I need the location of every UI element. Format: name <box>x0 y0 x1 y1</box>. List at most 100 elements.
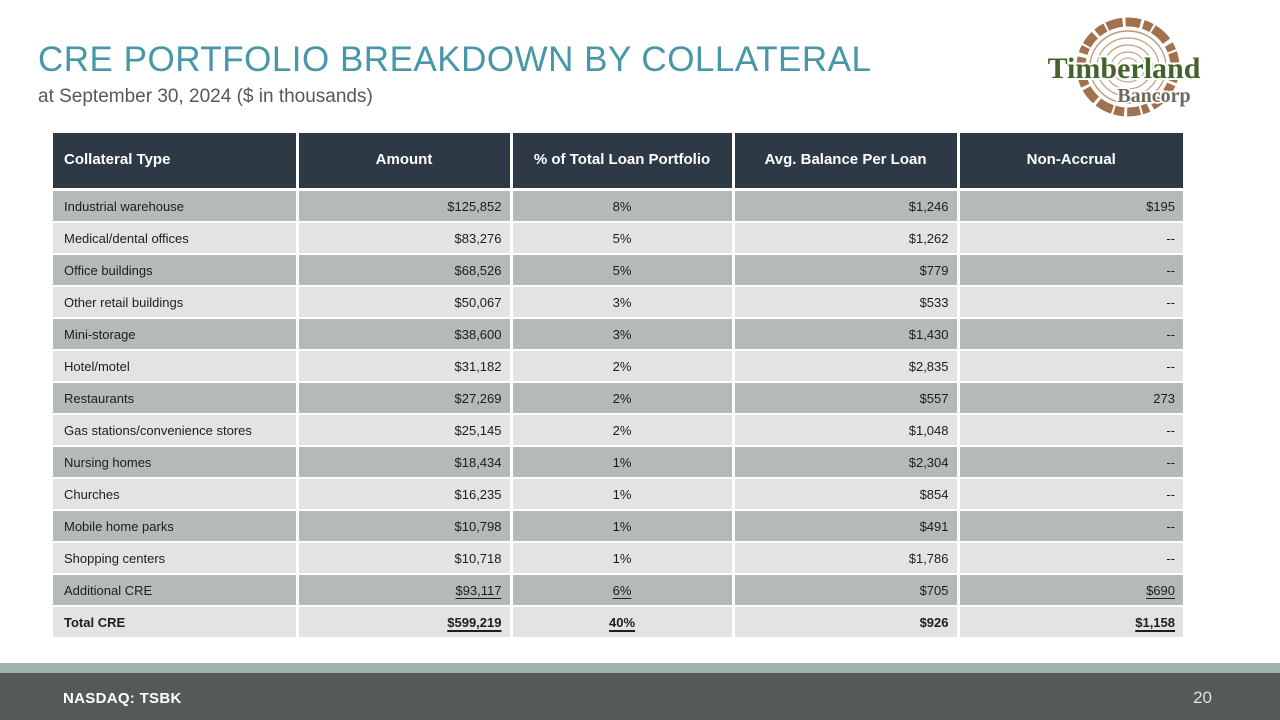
cell-amount: $31,182 <box>297 350 513 383</box>
cell-non_accrual: -- <box>958 446 1183 479</box>
cell-pct: 1% <box>511 446 735 479</box>
log-rings-icon <box>1076 17 1180 117</box>
cell-avg: $779 <box>733 254 960 287</box>
cell-type: Total CRE <box>53 606 299 639</box>
table-row: Hotel/motel $31,182 2% $2,835 -- <box>53 350 1183 383</box>
table-row: Shopping centers $10,718 1% $1,786 -- <box>53 542 1183 575</box>
table-row: Medical/dental offices $83,276 5% $1,262 -- <box>53 222 1183 255</box>
cell-type: Gas stations/convenience stores <box>53 414 299 447</box>
cell-non_accrual: -- <box>958 542 1183 575</box>
cell-avg: $1,430 <box>733 318 960 351</box>
header-non-accrual: Non-Accrual <box>958 133 1183 191</box>
cell-avg: $1,786 <box>733 542 960 575</box>
logo-wordmark: Timberland <box>1048 52 1201 85</box>
page-subtitle: at September 30, 2024 ($ in thousands) <box>38 86 373 107</box>
cell-pct: 2% <box>511 350 735 383</box>
cell-amount: $93,117 <box>297 574 513 607</box>
cell-type: Office buildings <box>53 254 299 287</box>
footer-accent-strip <box>0 663 1280 673</box>
table-row: Mini-storage $38,600 3% $1,430 -- <box>53 318 1183 351</box>
table-row: Churches $16,235 1% $854 -- <box>53 478 1183 511</box>
cell-non_accrual: -- <box>958 286 1183 319</box>
cell-avg: $557 <box>733 382 960 415</box>
cell-amount: $50,067 <box>297 286 513 319</box>
cell-type: Industrial warehouse <box>53 189 299 223</box>
cell-amount: $125,852 <box>297 189 513 223</box>
cell-non_accrual: -- <box>958 510 1183 543</box>
cell-type: Churches <box>53 478 299 511</box>
cell-type: Hotel/motel <box>53 350 299 383</box>
cell-amount: $83,276 <box>297 222 513 255</box>
table-row: Industrial warehouse $125,852 8% $1,246 $195 <box>53 189 1183 223</box>
header-collateral-type: Collateral Type <box>53 133 299 191</box>
cell-amount: $10,798 <box>297 510 513 543</box>
cell-type: Mini-storage <box>53 318 299 351</box>
cell-avg: $1,048 <box>733 414 960 447</box>
cell-pct: 3% <box>511 318 735 351</box>
header-row: Collateral Type Amount % of Total Loan P… <box>53 133 1183 191</box>
table-row: Other retail buildings $50,067 3% $533 -- <box>53 286 1183 319</box>
cell-pct: 40% <box>511 606 735 639</box>
page-title: CRE PORTFOLIO BREAKDOWN BY COLLATERAL <box>38 40 872 79</box>
cell-amount: $27,269 <box>297 382 513 415</box>
cell-avg: $2,304 <box>733 446 960 479</box>
header-avg-balance: Avg. Balance Per Loan <box>733 133 960 191</box>
cell-non_accrual: $1,158 <box>958 606 1183 639</box>
collateral-table: Collateral Type Amount % of Total Loan P… <box>53 133 1183 639</box>
cell-non_accrual: -- <box>958 414 1183 447</box>
cell-amount: $38,600 <box>297 318 513 351</box>
cell-non_accrual: 273 <box>958 382 1183 415</box>
header-amount: Amount <box>297 133 513 191</box>
cell-amount: $68,526 <box>297 254 513 287</box>
table-row: Restaurants $27,269 2% $557 273 <box>53 382 1183 415</box>
table-row: Additional CRE $93,117 6% $705 $690 <box>53 574 1183 607</box>
cell-amount: $599,219 <box>297 606 513 639</box>
table-row: Total CRE $599,219 40% $926 $1,158 <box>53 606 1183 639</box>
cell-type: Nursing homes <box>53 446 299 479</box>
timberland-bancorp-logo: Timberland Bancorp <box>1046 17 1203 117</box>
header-pct-total: % of Total Loan Portfolio <box>511 133 735 191</box>
cell-non_accrual: $690 <box>958 574 1183 607</box>
cell-type: Additional CRE <box>53 574 299 607</box>
cell-avg: $705 <box>733 574 960 607</box>
cell-avg: $533 <box>733 286 960 319</box>
table-row: Nursing homes $18,434 1% $2,304 -- <box>53 446 1183 479</box>
cell-type: Medical/dental offices <box>53 222 299 255</box>
cell-type: Shopping centers <box>53 542 299 575</box>
footer-bar <box>0 673 1280 720</box>
table-row: Gas stations/convenience stores $25,145 2%… <box>53 414 1183 447</box>
cell-pct: 6% <box>511 574 735 607</box>
cell-pct: 1% <box>511 510 735 543</box>
cell-avg: $1,246 <box>733 189 960 223</box>
cell-avg: $1,262 <box>733 222 960 255</box>
table-header: Collateral Type Amount % of Total Loan P… <box>53 133 1183 191</box>
logo-sub-wordmark: Bancorp <box>1117 85 1190 107</box>
cell-non_accrual: $195 <box>958 189 1183 223</box>
cell-amount: $18,434 <box>297 446 513 479</box>
cell-non_accrual: -- <box>958 478 1183 511</box>
cell-pct: 3% <box>511 286 735 319</box>
cell-amount: $10,718 <box>297 542 513 575</box>
nasdaq-ticker: NASDAQ: TSBK <box>63 690 182 707</box>
cell-type: Restaurants <box>53 382 299 415</box>
cell-avg: $2,835 <box>733 350 960 383</box>
table-row: Mobile home parks $10,798 1% $491 -- <box>53 510 1183 543</box>
cell-avg: $854 <box>733 478 960 511</box>
cell-pct: 1% <box>511 542 735 575</box>
cell-pct: 8% <box>511 189 735 223</box>
collateral-table-container: Collateral Type Amount % of Total Loan P… <box>53 133 1183 639</box>
cell-type: Other retail buildings <box>53 286 299 319</box>
cell-amount: $16,235 <box>297 478 513 511</box>
cell-avg: $491 <box>733 510 960 543</box>
table-body: Industrial warehouse $125,852 8% $1,246 $195… <box>53 189 1183 639</box>
page-number: 20 <box>1193 688 1212 707</box>
cell-non_accrual: -- <box>958 350 1183 383</box>
cell-non_accrual: -- <box>958 254 1183 287</box>
cell-pct: 5% <box>511 254 735 287</box>
cell-type: Mobile home parks <box>53 510 299 543</box>
cell-amount: $25,145 <box>297 414 513 447</box>
cell-pct: 5% <box>511 222 735 255</box>
cell-pct: 1% <box>511 478 735 511</box>
cell-avg: $926 <box>733 606 960 639</box>
